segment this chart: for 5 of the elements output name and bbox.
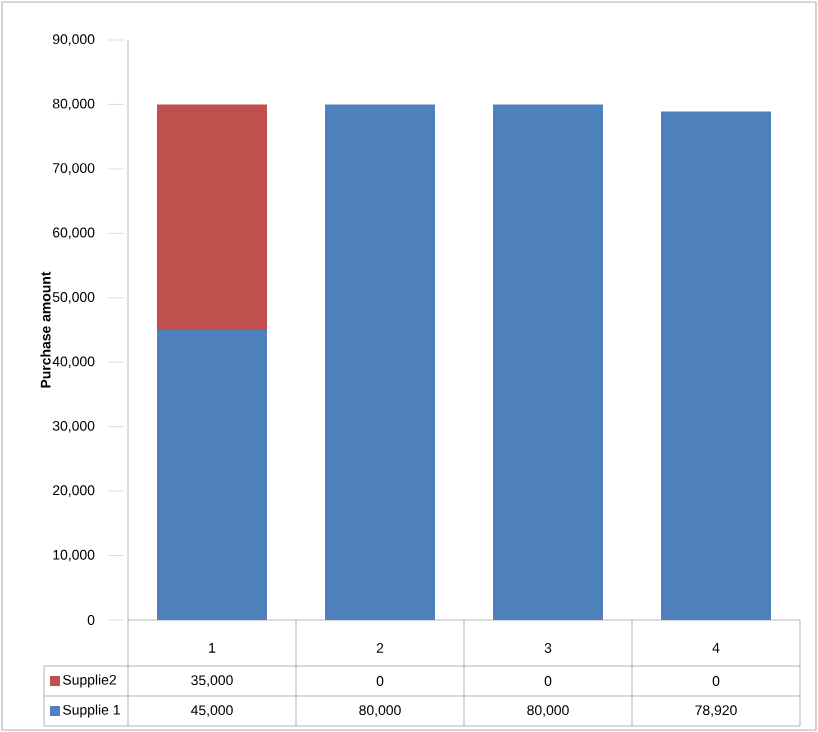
bar bbox=[157, 104, 267, 330]
bar bbox=[157, 330, 267, 620]
bar bbox=[325, 104, 435, 620]
bar bbox=[661, 111, 771, 620]
bar bbox=[493, 104, 603, 620]
